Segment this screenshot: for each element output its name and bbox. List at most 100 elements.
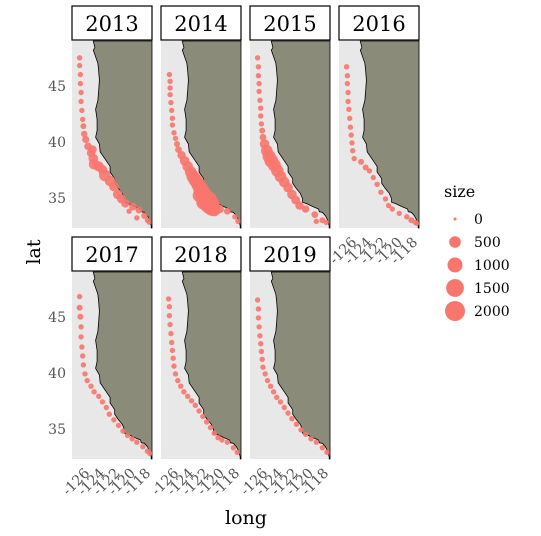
data-point: [204, 419, 210, 425]
data-point: [134, 439, 140, 445]
data-point: [106, 411, 113, 417]
data-point: [389, 206, 395, 212]
facet-strip: [338, 5, 420, 41]
data-point: [256, 80, 262, 87]
facet-strip-label: 2018: [174, 243, 227, 267]
data-point: [141, 212, 148, 219]
data-point: [84, 377, 90, 384]
data-point: [171, 363, 177, 369]
data-point: [129, 436, 135, 442]
data-point: [99, 399, 106, 405]
facet-strip-label: 2016: [352, 12, 405, 36]
facet-strip: [71, 5, 153, 41]
facet-strip: [160, 236, 242, 272]
data-point: [255, 73, 262, 79]
data-point: [301, 205, 310, 213]
data-point: [215, 435, 221, 441]
data-point: [215, 204, 224, 214]
points-group: [76, 293, 152, 457]
data-point: [347, 124, 354, 130]
data-point: [78, 98, 84, 105]
legend-label: 1500: [474, 281, 510, 297]
y-tick-label: 40: [48, 366, 66, 382]
data-point: [258, 105, 264, 111]
land-area: [359, 40, 420, 229]
data-point: [258, 348, 265, 355]
data-point: [234, 449, 240, 455]
data-point: [190, 175, 203, 189]
data-point: [140, 444, 146, 450]
data-point: [255, 306, 262, 312]
data-point: [169, 107, 175, 114]
data-point: [166, 313, 173, 319]
data-point: [96, 393, 102, 399]
legend-label: 500: [474, 235, 501, 251]
data-point: [358, 158, 365, 165]
data-point: [80, 353, 86, 359]
facet-strip-label: 2015: [263, 12, 316, 36]
data-point: [374, 181, 380, 187]
data-point: [319, 445, 326, 451]
data-point: [185, 393, 191, 399]
data-point: [178, 383, 184, 389]
data-point: [362, 164, 369, 171]
data-point: [256, 324, 262, 330]
facet-strip-label: 2014: [174, 12, 227, 36]
facet-strip-label: 2017: [85, 243, 138, 267]
data-point: [258, 113, 264, 119]
data-point: [121, 199, 130, 208]
y-tick-label: 40: [48, 135, 66, 151]
data-point: [219, 437, 225, 443]
data-point: [293, 421, 300, 427]
data-point: [370, 174, 376, 181]
data-point: [134, 215, 140, 221]
data-point: [260, 364, 266, 370]
data-point: [126, 208, 132, 214]
data-point: [259, 356, 265, 362]
land-area: [92, 271, 153, 460]
y-tick-label: 45: [48, 310, 66, 326]
data-point: [167, 78, 173, 85]
data-point: [295, 201, 304, 210]
data-point: [200, 413, 206, 420]
data-point: [115, 422, 122, 429]
data-point: [281, 404, 287, 411]
points-group: [76, 55, 152, 225]
data-point: [264, 377, 271, 384]
facet-strip: [249, 5, 331, 41]
data-point: [76, 293, 83, 300]
data-point: [235, 218, 241, 224]
facet-panel-2019: 2019: [249, 236, 331, 460]
data-point: [147, 450, 152, 457]
points-group: [254, 55, 329, 226]
data-point: [188, 398, 195, 404]
y-tick-label: 45: [48, 79, 66, 95]
data-point: [91, 389, 97, 395]
data-point: [171, 130, 177, 136]
data-point: [255, 64, 262, 70]
data-point: [302, 431, 309, 438]
data-point: [259, 133, 267, 141]
data-point: [382, 196, 389, 202]
data-point: [129, 202, 137, 211]
data-point: [259, 127, 266, 134]
data-point: [78, 89, 84, 96]
data-point: [167, 321, 173, 328]
data-point: [109, 181, 119, 192]
data-point: [174, 141, 180, 147]
data-point: [254, 55, 261, 61]
data-point: [350, 148, 356, 154]
land-area: [270, 271, 331, 460]
points-group: [343, 64, 419, 226]
data-point: [224, 439, 230, 445]
facet-strip: [160, 5, 242, 41]
data-point: [313, 218, 319, 224]
data-point: [257, 333, 263, 339]
data-point: [172, 135, 179, 142]
data-point: [223, 207, 231, 215]
data-point: [313, 439, 319, 445]
data-point: [169, 339, 175, 346]
data-point: [168, 330, 174, 337]
data-point: [80, 362, 87, 368]
data-point: [76, 62, 83, 69]
